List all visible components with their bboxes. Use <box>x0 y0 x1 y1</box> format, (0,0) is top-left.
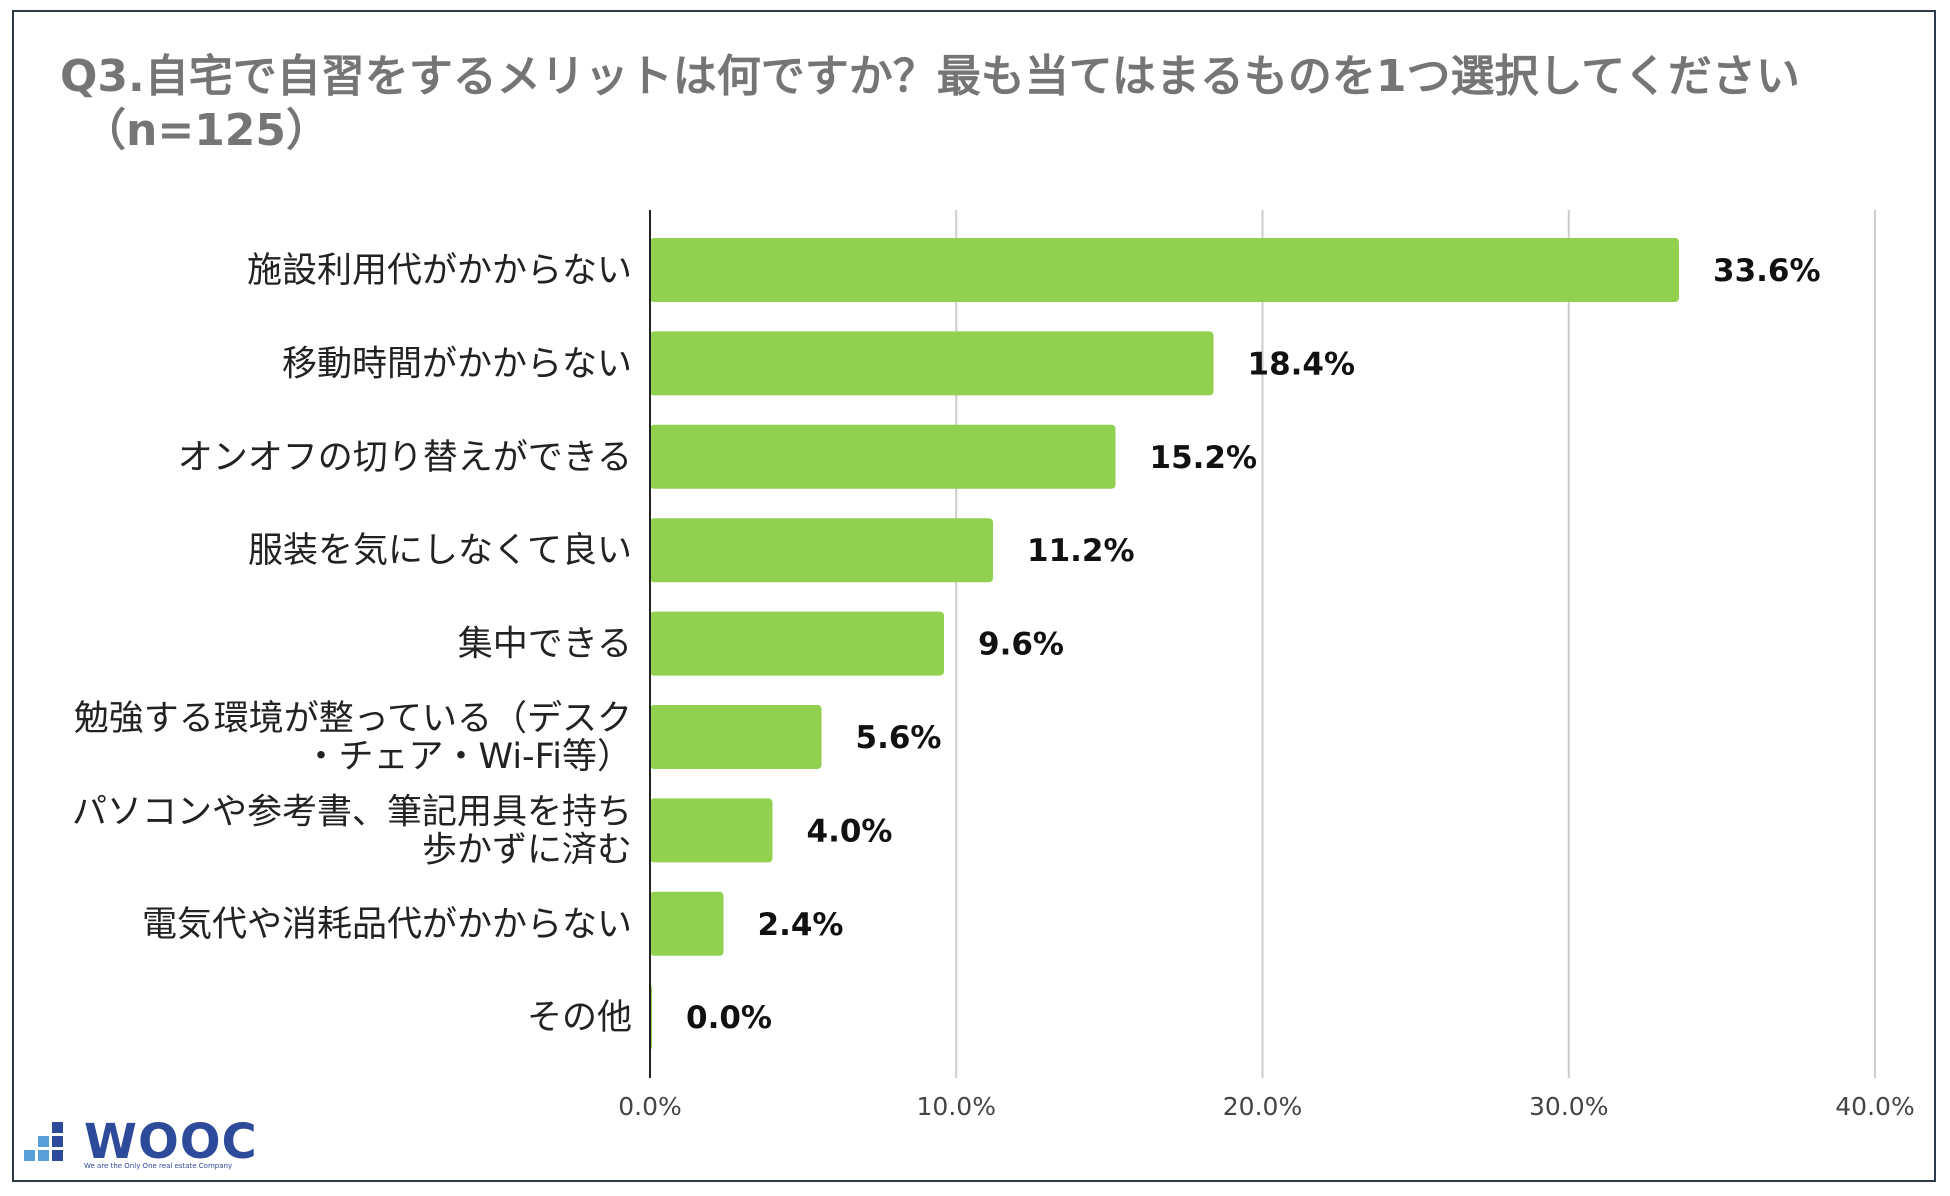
company-logo: WOOC We are the Only One real estate Com… <box>22 1114 257 1174</box>
data-label: 9.6% <box>978 627 1064 663</box>
bar <box>650 891 724 956</box>
logo-blocks-icon <box>24 1122 63 1161</box>
data-label: 4.0% <box>807 813 893 849</box>
logo-name: WOOC <box>84 1114 258 1170</box>
data-label: 2.4% <box>758 907 844 943</box>
x-tick-label: 40.0% <box>1835 1092 1914 1121</box>
category-label: その他 <box>527 998 632 1038</box>
category-label: 施設利用代がかからない <box>247 251 632 291</box>
category-label: ・チェア・Wi-Fi等） <box>303 737 632 777</box>
category-label: 移動時間がかからない <box>282 344 632 384</box>
category-label: 勉強する環境が整っている（デスク <box>74 699 632 739</box>
category-label: パソコンや参考書、筆記用具を持ち <box>72 792 632 832</box>
bar <box>650 705 822 769</box>
category-label: 歩かずに済む <box>422 830 632 870</box>
data-label: 18.4% <box>1248 346 1356 382</box>
bar <box>650 611 944 676</box>
logo-tagline: We are the Only One real estate Company <box>84 1162 233 1170</box>
data-label: 0.0% <box>686 1000 772 1036</box>
data-label: 5.6% <box>856 720 942 756</box>
x-tick-label: 20.0% <box>1223 1092 1302 1121</box>
bar <box>650 518 993 583</box>
title-line-1: Q3.自宅で自習をするメリットは何ですか？最も当てはまるものを1つ選択してくださ… <box>60 51 1800 102</box>
bar <box>650 798 773 863</box>
bar <box>650 424 1116 489</box>
data-label: 11.2% <box>1027 533 1135 569</box>
category-label: 集中できる <box>458 625 632 665</box>
x-tick-label: 0.0% <box>618 1092 682 1121</box>
data-label: 33.6% <box>1713 253 1821 289</box>
category-label: 服装を気にしなくて良い <box>248 531 632 571</box>
category-label: オンオフの切り替えができる <box>178 438 632 478</box>
x-tick-label: 10.0% <box>917 1092 996 1121</box>
chart-title: Q3.自宅で自習をするメリットは何ですか？最も当てはまるものを1つ選択してくださ… <box>60 50 1920 158</box>
title-line-2: （n=125） <box>82 105 331 156</box>
bar <box>650 238 1679 302</box>
chart-frame <box>12 10 1936 1182</box>
category-label: 電気代や消耗品代がかからない <box>142 905 632 945</box>
bar <box>650 331 1214 396</box>
x-tick-label: 30.0% <box>1529 1092 1608 1121</box>
data-label: 15.2% <box>1150 440 1258 476</box>
